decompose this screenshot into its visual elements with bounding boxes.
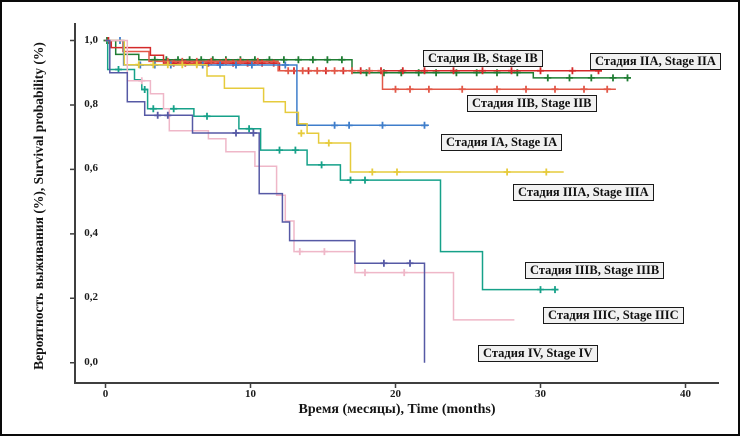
legend-box-stage-IIA: Стадия IIA, Stage IIA <box>590 53 721 70</box>
km-curve-stage-IV <box>105 39 426 363</box>
km-curve-stage-IIIA <box>105 39 564 173</box>
axis-ticks <box>70 39 687 388</box>
y-tick-label-0_4: 0,4 <box>84 226 98 239</box>
censor-marks-stage-IV <box>154 111 414 267</box>
y-tick-label-0_6: 0,6 <box>84 162 98 175</box>
legend-box-stage-IB: Стадия IB, Stage IB <box>423 50 543 67</box>
km-curve-stage-IIIB <box>105 39 558 291</box>
censor-marks-stage-IIIB <box>115 66 559 294</box>
legend-box-stage-IIIB: Стадия IIIB, Stage IIIB <box>525 262 665 279</box>
x-tick-label-20: 20 <box>390 388 401 400</box>
km-curve-stage-IA <box>105 39 429 127</box>
x-tick-label-30: 30 <box>535 388 546 400</box>
legend-box-stage-IV: Стадия IV, Stage IV <box>478 345 598 362</box>
axis-frame <box>74 23 719 384</box>
x-tick-label-10: 10 <box>245 388 256 400</box>
y-tick-label-0_8: 0,8 <box>84 98 98 110</box>
legend-box-stage-IIIA: Стадия IIIA, Stage IIIA <box>513 184 654 201</box>
km-curve-stage-IB <box>105 39 602 72</box>
x-tick-label-0: 0 <box>102 388 109 400</box>
x-axis-title: Время (месяцы), Time (months) <box>298 402 496 417</box>
legend-box-stage-IIB: Стадия IIB, Stage IIB <box>467 95 597 112</box>
y-tick-label-1_0: 1,0 <box>84 33 98 46</box>
y-axis-title: Вероятность выживания (%), Survival prob… <box>31 42 46 370</box>
legend-box-stage-IIIC: Стадия IIIC, Stage IIIC <box>543 307 684 324</box>
censor-marks-stage-IIIC <box>138 77 408 277</box>
y-tick-label-0_2: 0,2 <box>84 291 98 304</box>
y-tick-label-0_0: 0,0 <box>84 355 98 368</box>
km-curve-stage-IIIC <box>105 39 515 321</box>
censor-marks-stage-IIIA <box>135 61 550 176</box>
legend-box-stage-IA: Стадия IA, Stage IA <box>441 134 563 151</box>
x-tick-label-40: 40 <box>680 388 691 400</box>
